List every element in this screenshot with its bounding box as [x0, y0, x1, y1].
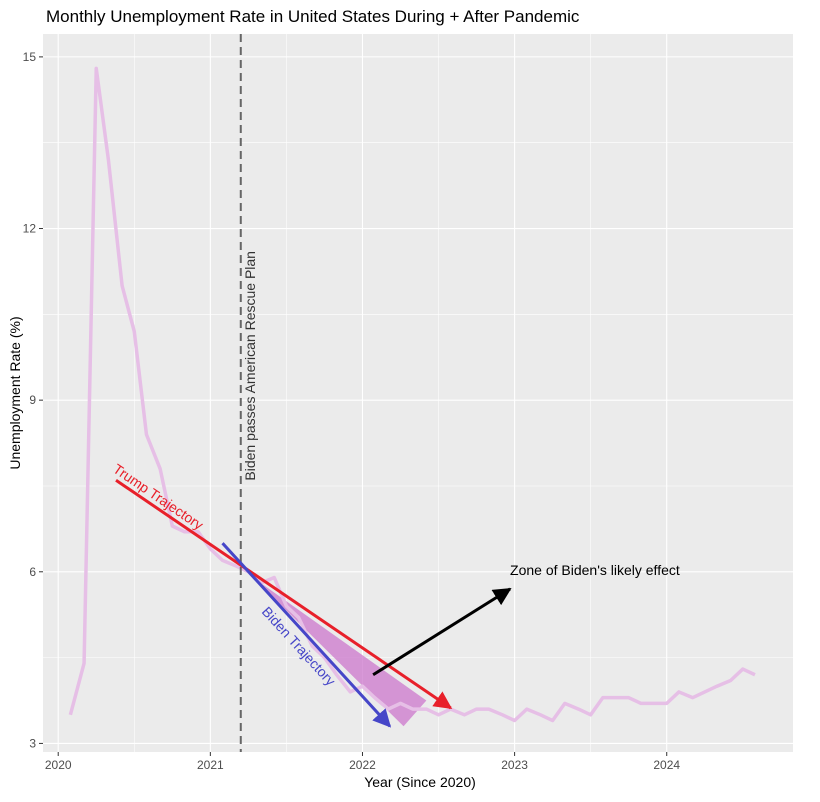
y-axis-ticks: 3 6 9 12 15 — [23, 50, 43, 750]
x-tick-label: 2021 — [197, 758, 224, 772]
unemployment-series-line — [68, 66, 756, 723]
x-tick-label: 2024 — [653, 758, 680, 772]
x-axis-title: Year (Since 2020) — [364, 774, 476, 790]
x-tick-label: 2020 — [45, 758, 72, 772]
zone-effect-arrow — [372, 587, 512, 677]
chart-title: Monthly Unemployment Rate in United Stat… — [46, 7, 580, 26]
major-gridlines — [43, 34, 793, 752]
rescue-plan-label: Biden passes American Rescue Plan — [242, 251, 258, 481]
y-tick-label: 12 — [23, 222, 37, 236]
trump-trajectory-arrow — [115, 479, 453, 710]
y-axis-title: Unemployment Rate (%) — [7, 316, 23, 469]
y-tick-label: 3 — [29, 736, 36, 750]
x-tick-label: 2022 — [349, 758, 376, 772]
zone-effect-label: Zone of Biden's likely effect — [510, 562, 680, 578]
biden-trajectory-arrow — [221, 542, 392, 728]
x-axis-ticks: 2020 2021 2022 2023 2024 — [45, 752, 680, 772]
y-tick-label: 6 — [29, 565, 36, 579]
minor-gridlines — [43, 34, 793, 752]
plot-panel — [43, 34, 793, 752]
y-tick-label: 9 — [29, 393, 36, 407]
x-tick-label: 2023 — [501, 758, 528, 772]
y-tick-label: 15 — [23, 50, 37, 64]
